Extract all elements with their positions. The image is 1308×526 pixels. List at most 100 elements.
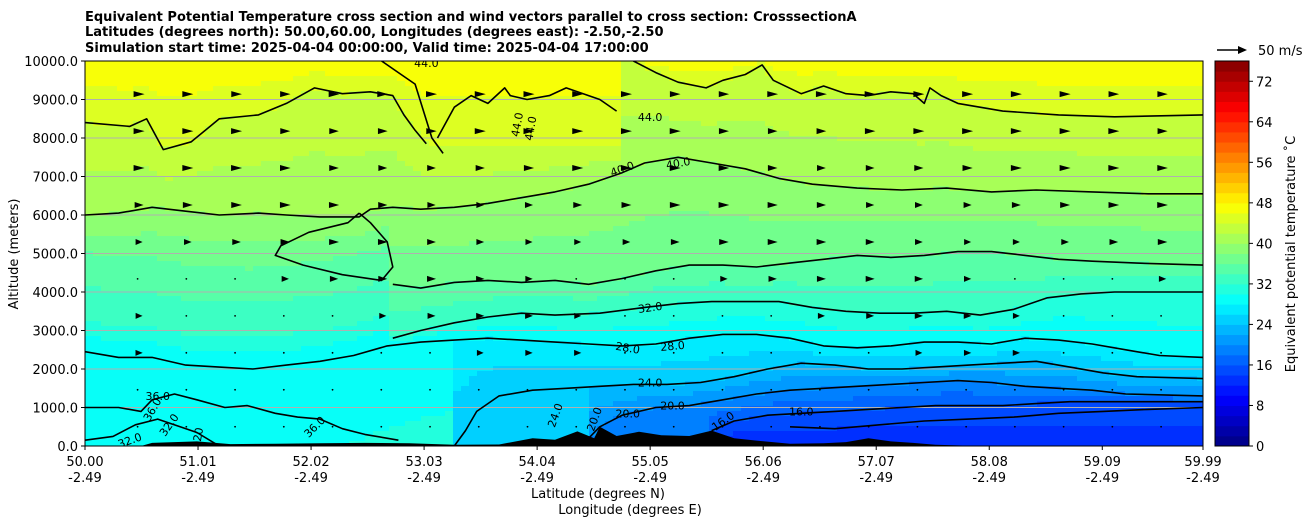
field-cell [125,156,134,162]
field-cell [117,416,126,422]
field-cell [405,306,414,312]
field-cell [253,81,262,87]
field-cell [213,241,222,247]
field-cell [485,101,494,107]
field-cell [253,146,262,152]
field-cell [565,281,574,287]
field-cell [501,146,510,152]
field-cell [597,201,606,207]
field-cell [293,141,302,147]
field-cell [573,186,582,192]
field-cell [197,281,206,287]
field-cell [309,291,318,297]
field-cell [317,311,326,317]
field-cell [397,66,406,72]
field-cell [509,191,518,197]
field-cell [525,186,534,192]
field-cell [501,236,510,242]
field-cell [453,441,462,446]
field-cell [285,411,294,417]
field-cell [357,281,366,287]
field-cell [333,331,342,337]
field-cell [293,401,302,407]
field-cell [277,421,286,427]
field-cell [413,246,422,252]
field-cell [493,221,502,227]
field-cell [285,296,294,302]
field-cell [117,196,126,202]
field-cell [165,131,174,137]
field-cell [565,221,574,227]
field-cell [381,271,390,277]
field-cell [181,176,190,182]
field-cell [597,356,606,362]
field-cell [365,321,374,327]
field-cell [381,301,390,307]
field-cell [349,61,358,67]
field-cell [581,426,590,432]
field-cell [133,131,142,137]
field-cell [485,91,494,97]
field-cell [397,206,406,212]
field-cell [493,136,502,142]
field-cell [549,131,558,137]
field-cell [341,156,350,162]
field-cell [293,321,302,327]
field-cell [117,316,126,322]
field-cell [301,426,310,432]
field-cell [325,216,334,222]
field-cell [365,376,374,382]
field-cell [245,386,254,392]
field-cell [109,291,118,297]
field-cell [341,376,350,382]
field-cell [205,61,214,67]
field-cell [125,136,134,142]
field-cell [349,411,358,417]
field-cell [221,271,230,277]
field-cell [149,206,158,212]
field-cell [589,121,598,127]
field-cell [469,331,478,337]
field-cell [189,226,198,232]
field-cell [245,371,254,377]
field-cell [117,271,126,277]
field-cell [589,316,598,322]
field-cell [165,171,174,177]
field-cell [509,386,518,392]
field-cell [269,306,278,312]
field-cell [181,81,190,87]
field-cell [173,371,182,377]
field-cell [573,326,582,332]
field-cell [285,146,294,152]
field-cell [589,406,598,412]
field-cell [181,431,190,437]
field-cell [453,281,462,287]
field-cell [461,131,470,137]
field-cell [189,131,198,137]
field-cell [573,226,582,232]
field-cell [309,81,318,87]
field-cell [245,201,254,207]
field-cell [189,161,198,167]
field-cell [181,361,190,367]
field-cell [453,371,462,377]
field-cell [293,201,302,207]
field-cell [333,381,342,387]
field-cell [317,186,326,192]
field-cell [381,136,390,142]
field-cell [269,416,278,422]
field-cell [245,111,254,117]
field-cell [189,261,198,267]
field-cell [229,396,238,402]
field-cell [469,126,478,132]
field-cell [189,136,198,142]
field-cell [301,351,310,357]
field-cell [525,371,534,377]
field-cell [333,236,342,242]
field-cell [245,101,254,107]
field-cell [205,86,214,92]
field-cell [341,126,350,132]
field-cell [293,351,302,357]
field-cell [261,311,270,317]
field-cell [349,291,358,297]
